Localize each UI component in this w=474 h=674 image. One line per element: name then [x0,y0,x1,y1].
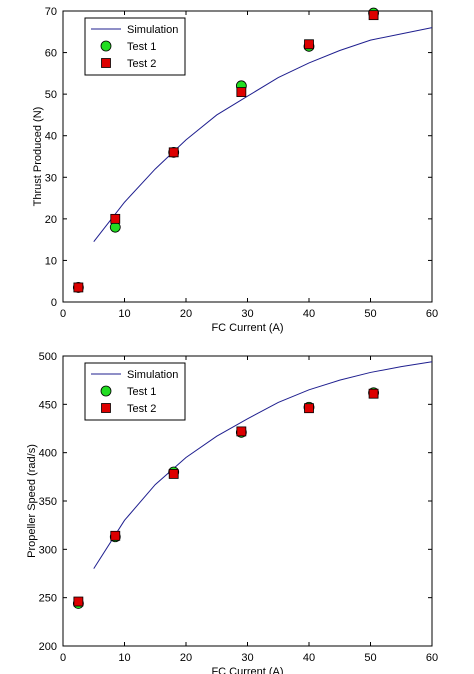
data-point-test-2 [304,39,314,50]
x-tick-label: 20 [180,308,192,320]
data-point-test-2 [368,388,379,399]
legend-swatch-test-1 [100,40,112,52]
legend: Simulation Test 1 Test 2 [84,362,186,421]
series-line-simulation [93,361,433,569]
legend-label-test-1: Test 1 [127,41,156,53]
x-tick-label: 60 [426,308,438,320]
x-tick-label: 0 [60,308,66,320]
y-tick-label: 50 [45,89,57,101]
x-tick-label: 60 [426,652,438,664]
y-tick-label: 300 [39,544,57,556]
x-tick-label: 50 [364,652,376,664]
data-point-test-2 [368,10,379,21]
y-tick-label: 250 [39,593,57,605]
legend-label-test-1: Test 1 [127,386,156,398]
legend-label-simulation: Simulation [127,24,178,36]
legend-swatch-test-2 [101,403,111,413]
data-point-test-2 [110,530,121,541]
legend: Simulation Test 1 Test 2 [84,17,186,76]
y-axis-label: Propeller Speed (rad/s) [26,444,38,558]
y-tick-label: 200 [39,641,57,653]
legend-label-test-2: Test 2 [127,58,156,70]
y-tick-label: 350 [39,496,57,508]
x-axis-label: FC Current (A) [211,322,283,334]
x-tick-label: 10 [118,652,130,664]
data-point-test-2 [168,147,179,158]
y-axis-label: Thrust Produced (N) [32,107,44,207]
x-tick-label: 40 [303,652,315,664]
x-tick-label: 40 [303,308,315,320]
legend-label-simulation: Simulation [127,369,178,381]
y-tick-label: 400 [39,448,57,460]
y-tick-label: 30 [45,172,57,184]
y-tick-label: 40 [45,131,57,143]
series-line-simulation [93,27,433,243]
x-tick-label: 50 [364,308,376,320]
data-point-test-2 [110,213,121,224]
legend-swatch-test-2 [101,58,111,68]
y-tick-label: 500 [39,351,57,363]
y-tick-label: 0 [51,297,57,309]
thrust-chart: 0 10 20 30 40 50 60 0 10 20 30 40 50 60 70 FC Current (… [32,6,438,334]
y-tick-label: 10 [45,255,57,267]
x-tick-label: 30 [241,652,253,664]
y-tick-label: 20 [45,214,57,226]
legend-label-test-2: Test 2 [127,403,156,415]
data-point-test-2 [236,426,247,437]
y-tick-label: 450 [39,399,57,411]
x-tick-label: 10 [118,308,130,320]
propeller-speed-chart: 0 10 20 30 40 50 60 200 250 300 350 400 450 500 FC Cur… [26,351,438,674]
x-tick-label: 0 [60,652,66,664]
y-tick-label: 60 [45,48,57,60]
data-point-test-2 [73,596,84,607]
x-tick-label: 20 [180,652,192,664]
data-point-test-2 [304,403,314,414]
data-point-test-2 [168,469,179,479]
x-axis-label: FC Current (A) [211,666,283,674]
x-tick-label: 30 [241,308,253,320]
y-tick-label: 70 [45,6,57,18]
data-point-test-2 [236,87,247,97]
legend-swatch-test-1 [100,385,112,397]
data-point-test-2 [73,282,84,293]
